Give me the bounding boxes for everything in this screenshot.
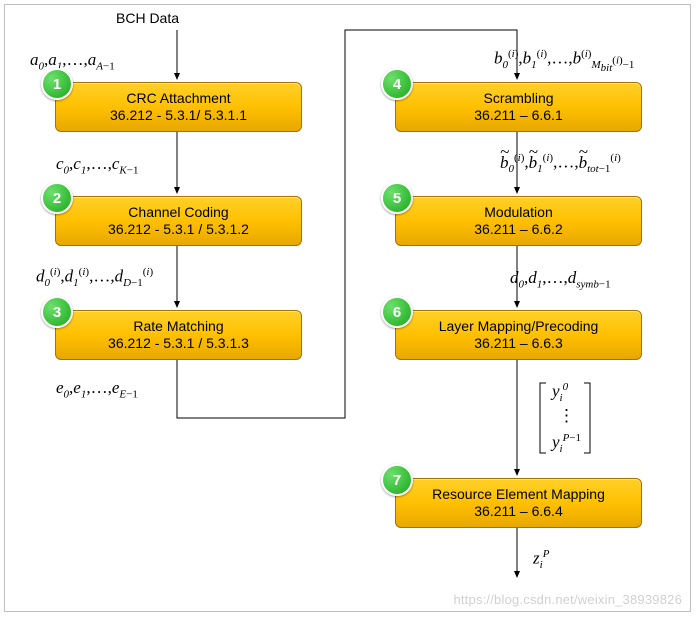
label-ydots: ⋮ — [558, 406, 575, 426]
block-subtitle: 36.211 – 6.6.1 — [396, 107, 641, 125]
block-title: Rate Matching — [56, 318, 301, 336]
block-rate-matching: Rate Matching 36.212 - 5.3.1 / 5.3.1.3 — [55, 310, 302, 360]
badge-3: 3 — [41, 296, 73, 328]
block-title: Channel Coding — [56, 204, 301, 222]
label-z: ziP — [533, 548, 549, 571]
label-d-left: d0(i),d1(i),…,dD−1(i) — [36, 266, 153, 289]
block-title: CRC Attachment — [56, 90, 301, 108]
label-d-right: d0,d1,…,dsymb−1 — [510, 268, 611, 290]
block-crc-attachment: CRC Attachment 36.212 - 5.3.1/ 5.3.1.1 — [55, 82, 302, 132]
block-modulation: Modulation 36.211 – 6.6.2 — [395, 196, 642, 246]
label-a: a0,a1,…,aA−1 — [30, 50, 115, 72]
label-e: e0,e1,…,eE−1 — [56, 378, 138, 400]
block-channel-coding: Channel Coding 36.212 - 5.3.1 / 5.3.1.2 — [55, 196, 302, 246]
block-layer-mapping: Layer Mapping/Precoding 36.211 – 6.6.3 — [395, 310, 642, 360]
block-subtitle: 36.211 – 6.6.2 — [396, 221, 641, 239]
label-b: b0(i),b1(i),…,b(i)Mbit(i)−1 — [494, 48, 634, 74]
badge-1: 1 — [41, 68, 73, 100]
block-subtitle: 36.211 – 6.6.3 — [396, 335, 641, 353]
block-subtitle: 36.211 – 6.6.4 — [396, 503, 641, 521]
badge-6: 6 — [381, 296, 413, 328]
block-title: Resource Element Mapping — [396, 486, 641, 504]
block-subtitle: 36.212 - 5.3.1 / 5.3.1.2 — [56, 221, 301, 239]
label-c: c0,c1,…,cK−1 — [56, 154, 138, 176]
block-resource-element-mapping: Resource Element Mapping 36.211 – 6.6.4 — [395, 478, 642, 528]
label-yP: yiP−1 — [552, 432, 581, 455]
block-title: Modulation — [396, 204, 641, 222]
label-y0: yi0 — [552, 381, 568, 404]
badge-2: 2 — [41, 182, 73, 214]
label-btilde: b~0(i),b~1(i),…,b~tot−1(i) — [500, 152, 621, 175]
badge-4: 4 — [381, 68, 413, 100]
block-subtitle: 36.212 - 5.3.1 / 5.3.1.3 — [56, 335, 301, 353]
block-title: Scrambling — [396, 90, 641, 108]
input-label: BCH Data — [116, 10, 179, 26]
block-scrambling: Scrambling 36.211 – 6.6.1 — [395, 82, 642, 132]
badge-5: 5 — [381, 182, 413, 214]
watermark: https://blog.csdn.net/weixin_38939826 — [453, 592, 682, 607]
block-title: Layer Mapping/Precoding — [396, 318, 641, 336]
badge-7: 7 — [381, 464, 413, 496]
block-subtitle: 36.212 - 5.3.1/ 5.3.1.1 — [56, 107, 301, 125]
